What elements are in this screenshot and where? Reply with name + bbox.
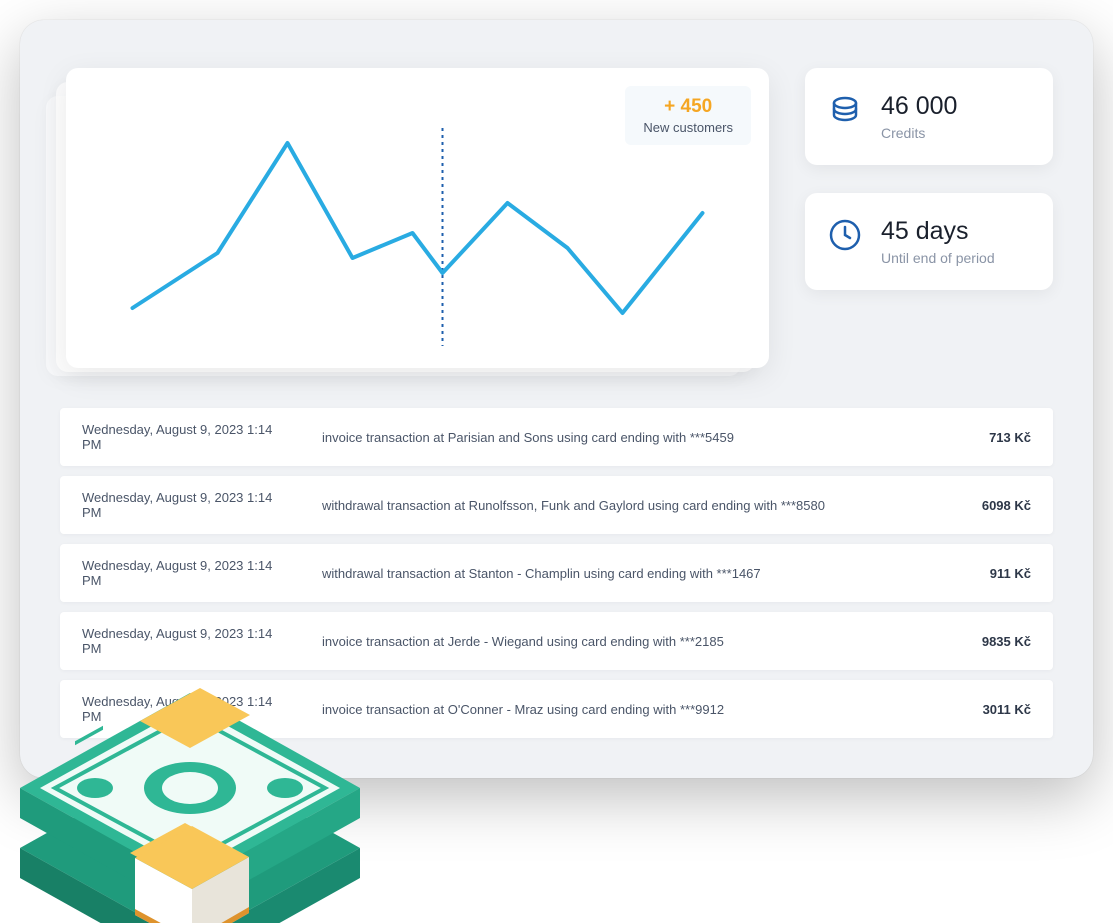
transaction-description: withdrawal transaction at Runolfsson, Fu… [322,498,942,513]
transaction-date: Wednesday, August 9, 2023 1:14 PM [82,626,282,656]
credits-card: 46 000 Credits [805,68,1053,165]
transaction-description: invoice transaction at Parisian and Sons… [322,430,949,445]
period-value: 45 days [881,217,995,246]
transaction-amount: 911 Kč [990,566,1031,581]
transaction-description: withdrawal transaction at Stanton - Cham… [322,566,950,581]
transaction-amount: 9835 Kč [982,634,1031,649]
credits-label: Credits [881,125,957,141]
dashboard-panel: + 450 New customers 46 000 [20,20,1093,778]
transaction-date: Wednesday, August 9, 2023 1:14 PM [82,490,282,520]
transaction-date: Wednesday, August 9, 2023 1:14 PM [82,558,282,588]
clock-icon [827,217,863,253]
chart-card-stack: + 450 New customers [60,68,777,368]
transaction-row: Wednesday, August 9, 2023 1:14 PM invoice… [60,408,1053,466]
transaction-row: Wednesday, August 9, 2023 1:14 PM invoice… [60,612,1053,670]
transaction-row: Wednesday, August 9, 2023 1:14 PM withdra… [60,544,1053,602]
credits-value: 46 000 [881,92,957,121]
badge-value: + 450 [643,96,733,118]
transaction-amount: 6098 Kč [982,498,1031,513]
customers-chart-card: + 450 New customers [66,68,769,368]
transaction-row: Wednesday, August 9, 2023 1:14 PM invoice… [60,680,1053,738]
transaction-date: Wednesday, August 9, 2023 1:14 PM [82,422,282,452]
period-label: Until end of period [881,250,995,266]
transaction-amount: 713 Kč [989,430,1031,445]
new-customers-badge: + 450 New customers [625,86,751,145]
transaction-description: invoice transaction at Jerde - Wiegand u… [322,634,942,649]
coins-icon [827,92,863,128]
period-card: 45 days Until end of period [805,193,1053,290]
transaction-date: Wednesday, August 9, 2023 1:14 PM [82,694,282,724]
badge-label: New customers [643,120,733,135]
transaction-row: Wednesday, August 9, 2023 1:14 PM withdra… [60,476,1053,534]
transaction-list: Wednesday, August 9, 2023 1:14 PM invoice… [60,408,1053,738]
transaction-description: invoice transaction at O'Conner - Mraz u… [322,702,943,717]
transaction-amount: 3011 Kč [983,702,1031,717]
